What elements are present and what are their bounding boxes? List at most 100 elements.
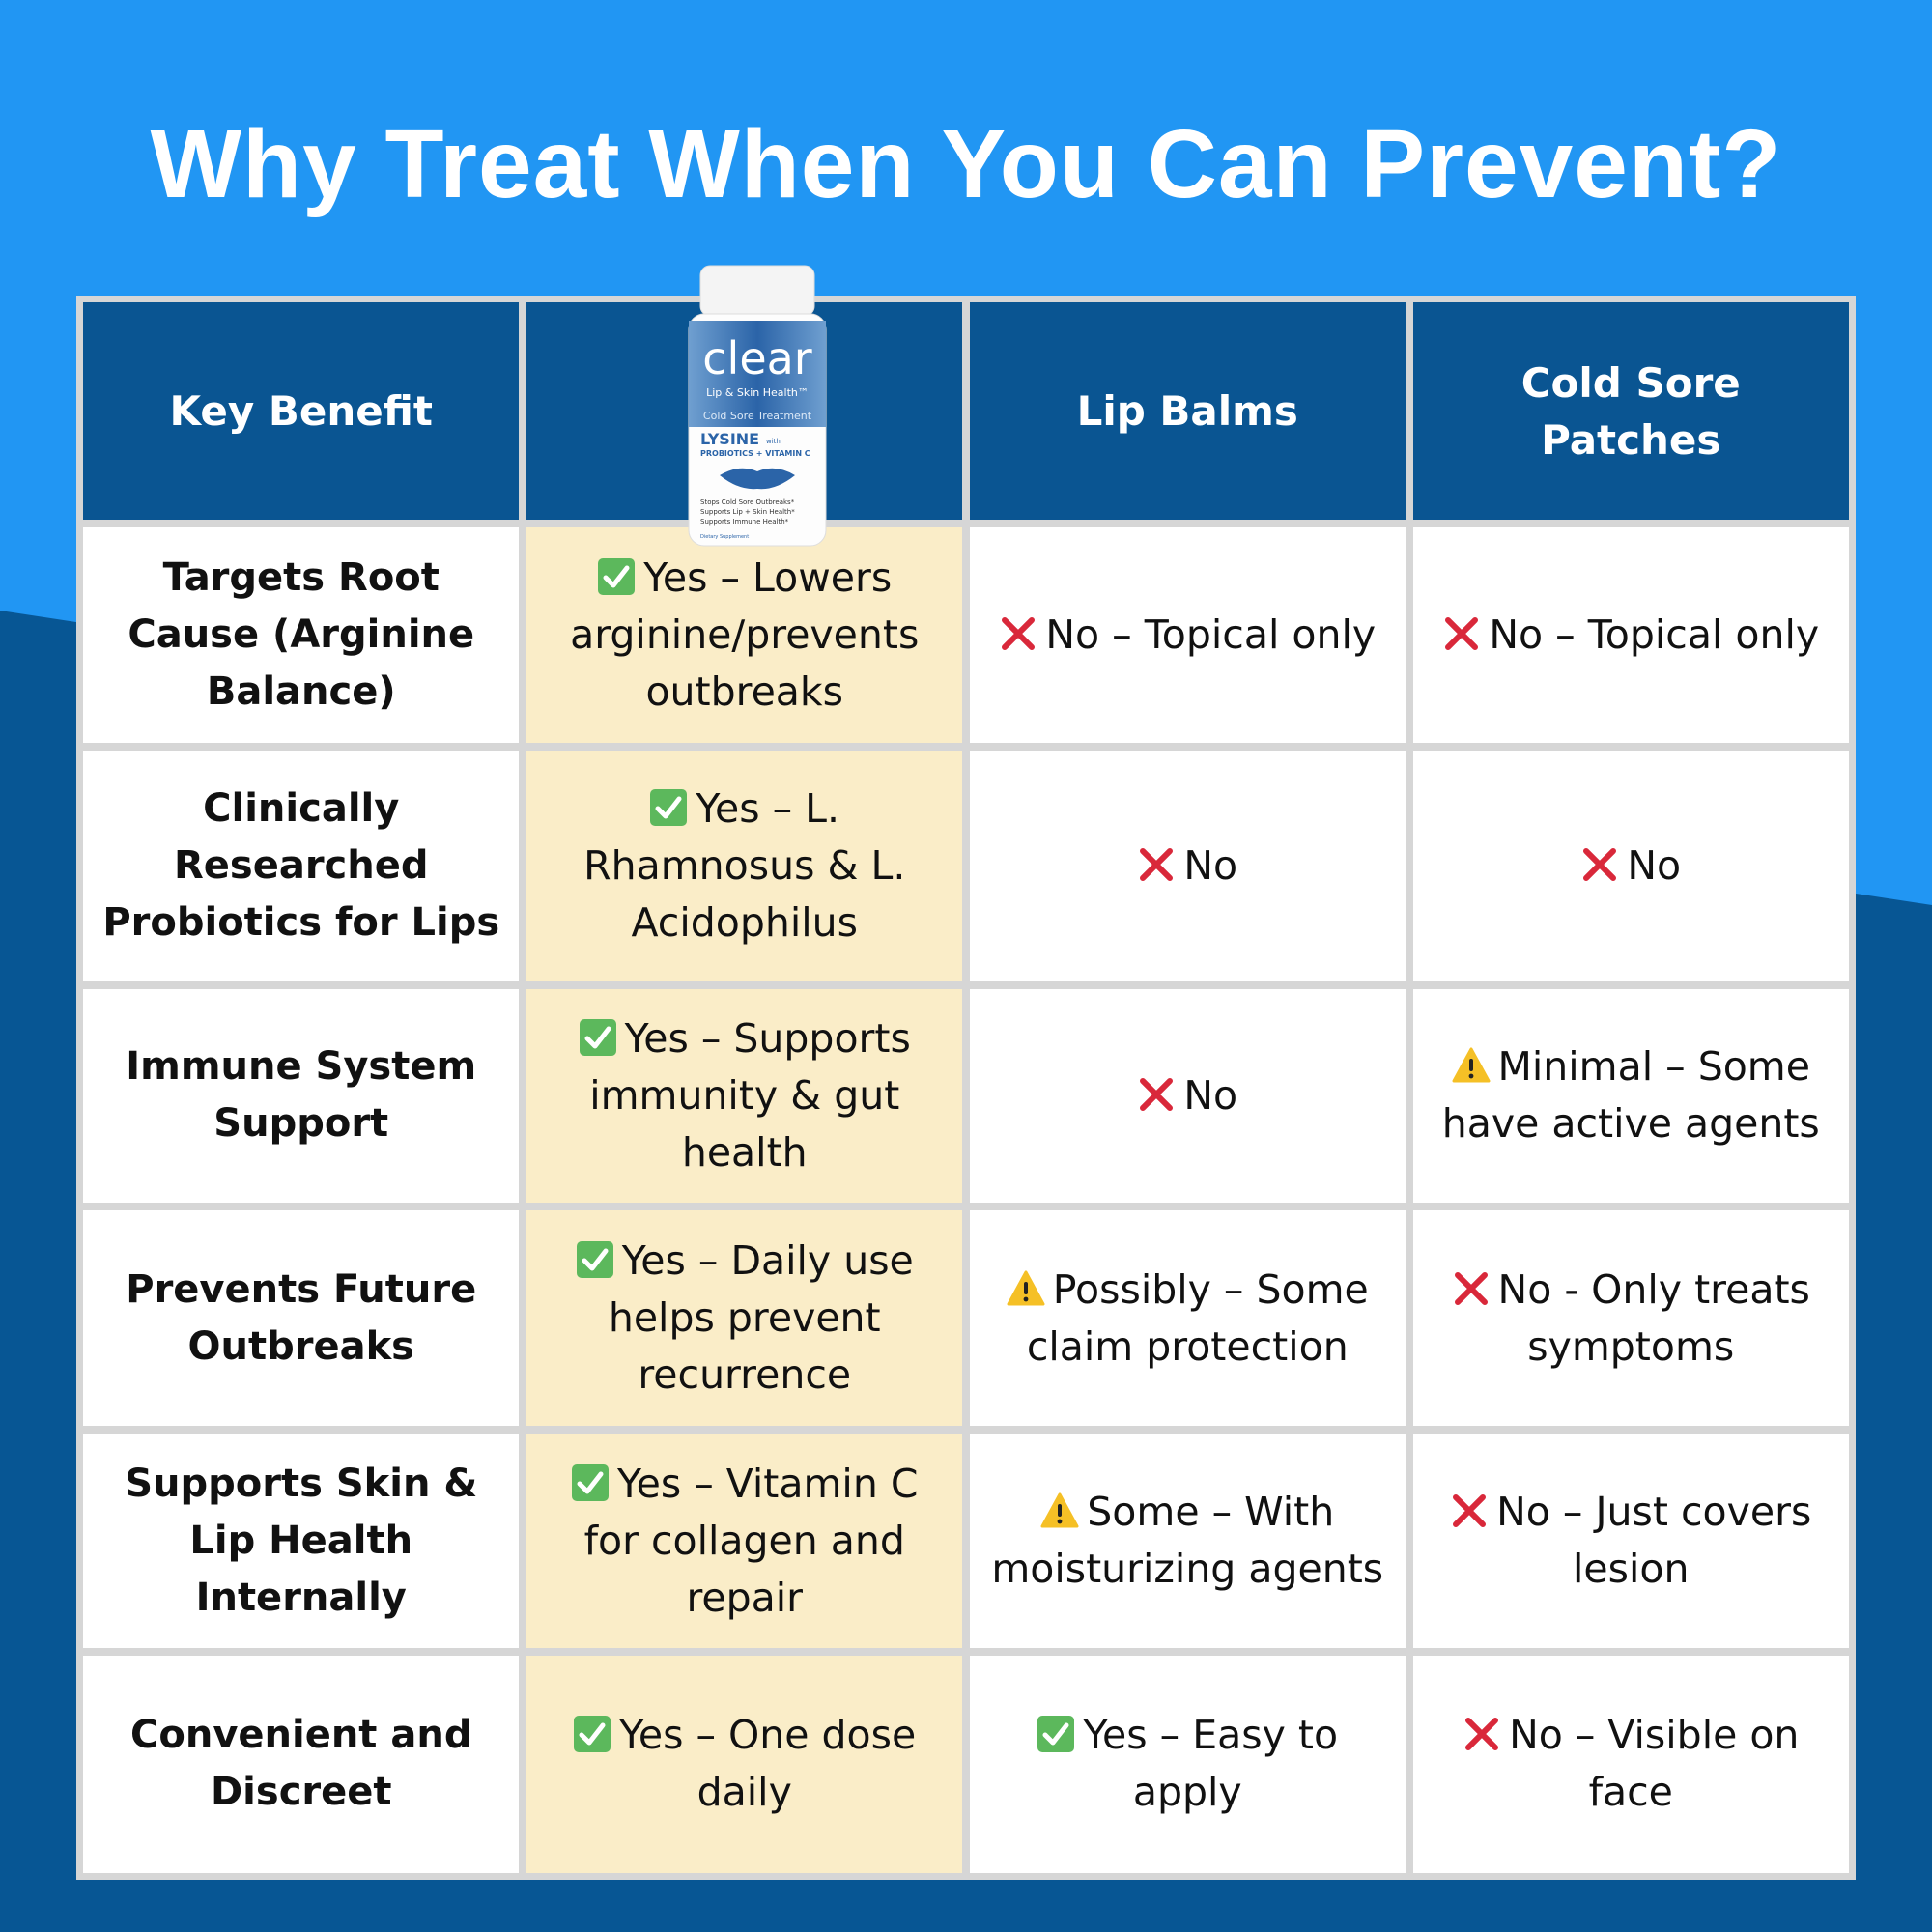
cell-text: No - Only treats symptoms xyxy=(1497,1265,1810,1370)
warning-icon xyxy=(1007,1269,1045,1308)
header-text: Cold Sore Patches xyxy=(1520,358,1741,464)
header-text: Lip Balms xyxy=(1076,387,1298,436)
cell-content: Immune System Support xyxy=(100,1038,501,1152)
table-cell: Prevents Future Outbreaks xyxy=(83,1210,520,1427)
claim: Stops Cold Sore Outbreaks* xyxy=(700,498,795,506)
header-cell: Lip Balms xyxy=(970,302,1406,521)
cell-content: Some – With moisturizing agents xyxy=(987,1484,1388,1598)
cell-text: No – Just covers lesion xyxy=(1496,1489,1812,1593)
cross-icon xyxy=(1137,1075,1176,1114)
table-cell: No – Topical only xyxy=(970,527,1406,743)
table-cell: Some – With moisturizing agents xyxy=(970,1434,1406,1648)
check-icon xyxy=(1037,1715,1075,1753)
table-cell: Yes – One dose daily xyxy=(526,1655,962,1873)
with: with xyxy=(766,438,781,445)
cell-text: Yes – Easy to apply xyxy=(1083,1712,1339,1816)
table-cell: Targets Root Cause (Arginine Balance) xyxy=(83,527,520,743)
table-cell: No – Just covers lesion xyxy=(1412,1434,1849,1648)
table-cell: No xyxy=(1412,750,1849,981)
cell-text: Some – With moisturizing agents xyxy=(991,1489,1384,1593)
cross-icon xyxy=(999,614,1037,653)
check-icon xyxy=(649,788,688,827)
table-cell: Immune System Support xyxy=(83,988,520,1204)
table-cell: Clinically Researched Probiotics for Lip… xyxy=(83,750,520,981)
cell-content: Prevents Future Outbreaks xyxy=(100,1262,501,1376)
warning-icon xyxy=(1040,1492,1079,1530)
cell-content: Yes – Supports immunity & gut health xyxy=(544,1010,945,1181)
lips-icon xyxy=(720,468,795,490)
cell-text: Minimal – Some have active agents xyxy=(1441,1043,1820,1148)
cell-text: No xyxy=(1627,841,1682,889)
claim: Supports Immune Health* xyxy=(700,518,789,526)
warning-icon xyxy=(1452,1046,1491,1085)
table-cell: No - Only treats symptoms xyxy=(1412,1210,1849,1427)
product-bottle: clear Lip & Skin Health™ Cold Sore Treat… xyxy=(688,265,827,547)
bottle-cap xyxy=(699,265,815,317)
cell-content: Supports Skin & Lip Health Internally xyxy=(100,1456,501,1627)
ingredient: LYSINE xyxy=(700,430,759,448)
cell-content: Yes – Lowers arginine/prevents outbreaks xyxy=(544,550,945,721)
cross-icon xyxy=(1452,1269,1491,1308)
cross-icon xyxy=(1137,845,1176,884)
cell-content: No - Only treats symptoms xyxy=(1431,1262,1833,1376)
cell-text: No – Topical only xyxy=(1045,611,1377,658)
check-icon xyxy=(571,1463,610,1502)
comparison-table: Key Benefit Lip Balms Cold Sore Patches … xyxy=(76,296,1856,1880)
tagline: Lip & Skin Health™ xyxy=(706,386,809,399)
cross-icon xyxy=(1463,1715,1501,1753)
cell-text: Yes – L. Rhamnosus & L. Acidophilus xyxy=(583,784,906,946)
extras: PROBIOTICS + VITAMIN C xyxy=(700,449,810,458)
cell-text: No – Topical only xyxy=(1489,611,1820,658)
cell-text: Prevents Future Outbreaks xyxy=(126,1266,477,1369)
check-icon xyxy=(579,1018,617,1057)
cell-content: No – Visible on face xyxy=(1431,1707,1833,1821)
cell-text: Convenient and Discreet xyxy=(130,1713,472,1815)
cell-text: Possibly – Some claim protection xyxy=(1026,1265,1369,1370)
cell-content: Yes – Easy to apply xyxy=(987,1707,1388,1821)
table-cell: Yes – Supports immunity & gut health xyxy=(526,988,962,1204)
claim: Supports Lip + Skin Health* xyxy=(700,508,795,516)
bottle-label xyxy=(689,321,826,427)
cross-icon xyxy=(1580,845,1619,884)
brand: clear xyxy=(702,332,812,384)
table-cell: No xyxy=(970,750,1406,981)
cell-content: No – Just covers lesion xyxy=(1431,1484,1833,1598)
check-icon xyxy=(573,1715,611,1753)
header-cell: Cold Sore Patches xyxy=(1412,302,1849,521)
cell-content: No xyxy=(1137,838,1237,895)
cell-content: No – Topical only xyxy=(999,607,1376,664)
table-cell: Yes – Daily use helps prevent recurrence xyxy=(526,1210,962,1427)
cell-content: Possibly – Some claim protection xyxy=(987,1262,1388,1376)
cell-content: Targets Root Cause (Arginine Balance) xyxy=(100,550,501,721)
cell-content: No xyxy=(1137,1067,1237,1124)
cell-content: No xyxy=(1580,838,1681,895)
cell-text: Clinically Researched Probiotics for Lip… xyxy=(102,785,500,945)
header-cell: Key Benefit xyxy=(83,302,520,521)
cell-text: Yes – Daily use helps prevent recurrence xyxy=(608,1237,914,1399)
table-cell: Yes – Vitamin C for collagen and repair xyxy=(526,1434,962,1648)
cell-text: No – Visible on face xyxy=(1509,1712,1800,1816)
footer: Dietary Supplement xyxy=(700,534,749,540)
table-cell: Supports Skin & Lip Health Internally xyxy=(83,1434,520,1648)
cell-content: Minimal – Some have active agents xyxy=(1431,1038,1833,1152)
table-cell: Yes – L. Rhamnosus & L. Acidophilus xyxy=(526,750,962,981)
table-cell: No – Visible on face xyxy=(1412,1655,1849,1873)
cell-content: Yes – Daily use helps prevent recurrence xyxy=(544,1233,945,1404)
table-cell: Yes – Easy to apply xyxy=(970,1655,1406,1873)
header-text: Key Benefit xyxy=(169,387,433,436)
check-icon xyxy=(597,557,636,596)
table-cell: Yes – Lowers arginine/prevents outbreaks xyxy=(526,527,962,743)
cell-text: No xyxy=(1183,841,1238,889)
cell-text: Immune System Support xyxy=(126,1044,477,1147)
table-cell: Minimal – Some have active agents xyxy=(1412,988,1849,1204)
cell-text: Yes – Lowers arginine/prevents outbreaks xyxy=(570,554,920,715)
cell-content: Clinically Researched Probiotics for Lip… xyxy=(100,781,501,952)
cell-content: Yes – One dose daily xyxy=(544,1707,945,1821)
table-cell: Convenient and Discreet xyxy=(83,1655,520,1873)
title: Why Treat When You Can Prevent? xyxy=(150,110,1782,218)
check-icon xyxy=(576,1240,614,1279)
cross-icon xyxy=(1442,614,1481,653)
cell-text: Yes – Vitamin C for collagen and repair xyxy=(583,1460,919,1621)
cell-content: Yes – L. Rhamnosus & L. Acidophilus xyxy=(544,781,945,952)
